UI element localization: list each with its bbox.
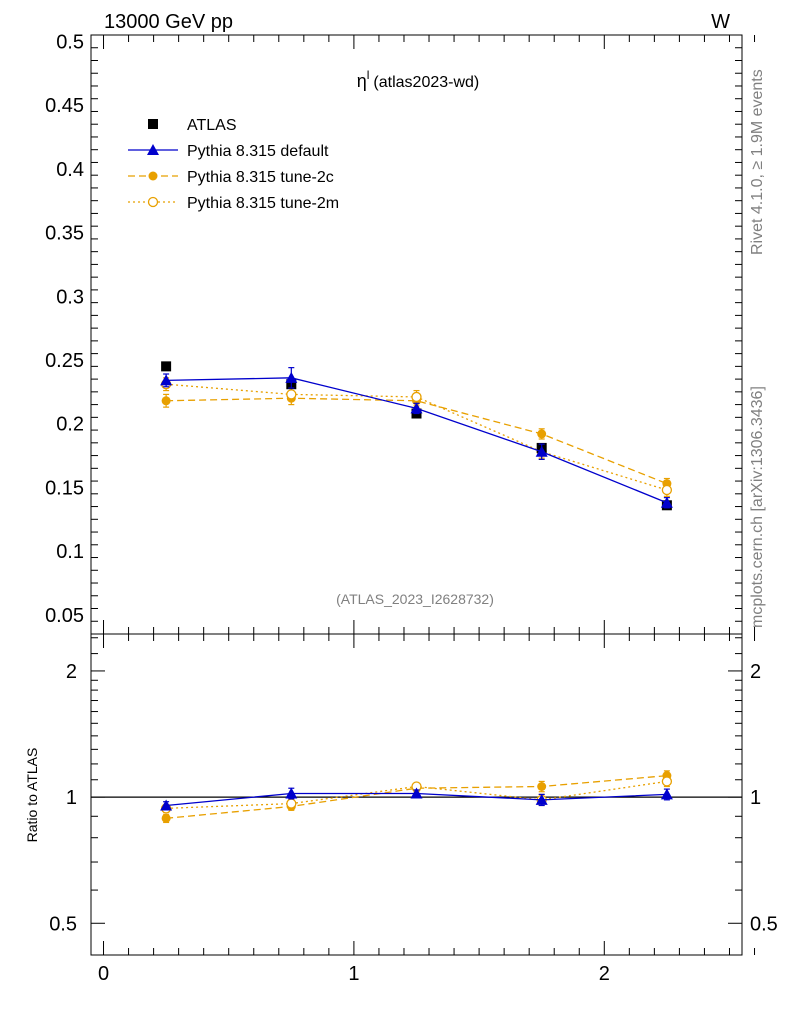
main-ticks [91,34,756,635]
main-series-tune2m [160,377,673,497]
ratio-y-tick-label: 2 [66,661,77,683]
legend-entry-default: Pythia 8.315 default [128,143,329,160]
main-series-data [161,361,672,511]
main-point-tune2m [411,391,422,403]
legend-label: Pythia 8.315 default [187,143,329,160]
y-tick-label: 0.35 [45,223,84,245]
source-label: mcplots.cern.ch [arXiv:1306.3436] [749,386,766,628]
title-rest: (atlas2023-wd) [373,74,479,91]
ratio-ylabel: Ratio to ATLAS [24,748,40,843]
y-tick-label: 0.4 [56,159,84,181]
legend: ATLAS Pythia 8.315 default Pythia 8.315 tu… [128,117,339,212]
ratio-y-tick-labels: 0.5 0.5 1 1 2 2 [49,661,778,935]
ratio-y-tick-label: 1 [66,787,77,809]
main-point-default [160,374,173,386]
y-tick-label: 0.25 [45,350,84,372]
main-series-default [160,367,673,509]
legend-label: ATLAS [187,117,237,134]
main-point-default [410,402,423,414]
ratio-point-tune2c [161,813,171,823]
rivet-label: Rivet 4.1.0, ≥ 1.9M events [749,69,766,255]
legend-marker [147,144,159,155]
legend-label: Pythia 8.315 tune-2m [187,195,339,212]
main-point-default [285,371,298,383]
ratio-point-default [660,788,673,800]
ratio-point-default [410,787,423,799]
main-point-tune2m [286,389,297,400]
y-tick-label: 0.05 [45,605,84,627]
main-line-tune2c [166,397,668,485]
ratio-y-tick-label-right: 0.5 [750,913,778,935]
main-panel: 0.05 0.1 0.15 0.2 0.25 0.3 0.35 0.4 0.45 0.5 ηl (a… [45,31,756,635]
title-superscript: l [367,68,370,82]
ratio-frame [90,633,743,956]
main-y-tick-labels: 0.05 0.1 0.15 0.2 0.25 0.3 0.35 0.4 0.45 0.5 [45,31,84,627]
legend-marker [148,171,158,181]
process-label: W [711,11,730,33]
legend-entry-tune2c: Pythia 8.315 tune-2c [128,169,334,186]
main-point-default [660,496,673,508]
main-point-tune2m [661,484,673,496]
main-point-default [535,445,548,457]
title-symbol: η [357,71,367,91]
legend-entry-tune2m: Pythia 8.315 tune-2m [128,195,339,212]
ratio-y-tick-label: 0.5 [49,913,77,935]
analysis-watermark: (ATLAS_2023_I2628732) [336,591,494,607]
y-tick-label: 0.3 [56,286,84,308]
y-tick-label: 0.2 [56,414,84,436]
main-series [160,361,673,511]
ratio-point-default [285,787,298,799]
ratio-y-tick-label-right: 1 [750,787,761,809]
legend-label: Pythia 8.315 tune-2c [187,169,334,186]
main-point-tune2c [537,429,547,439]
y-tick-label: 0.5 [56,31,84,53]
main-point-data [161,361,172,372]
legend-entry-data: ATLAS [148,117,237,134]
y-tick-label: 0.1 [56,541,84,563]
ratio-series [160,770,673,824]
x-tick-label: 2 [599,963,610,985]
energy-label: 13000 GeV pp [104,11,233,33]
ratio-point-tune2m [661,776,673,787]
ratio-point-tune2c [537,781,547,791]
ratio-y-tick-label-right: 2 [750,661,761,683]
ratio-x-tick-labels: 0 1 2 [98,963,610,985]
ratio-point-default [160,799,173,811]
ratio-point-default [535,793,548,805]
main-point-tune2c [161,396,171,406]
x-tick-label: 0 [98,963,109,985]
x-tick-label: 1 [348,963,359,985]
legend-marker [148,119,158,129]
ratio-point-tune2m [286,798,297,809]
y-tick-label: 0.45 [45,95,84,117]
ratio-panel: 0.5 0.5 1 1 2 2 0 1 2 Ratio to ATLAS [24,633,778,985]
panel-title: ηl (atlas2023-wd) [357,68,480,91]
y-tick-label: 0.15 [45,477,84,499]
ratio-series-default [160,787,673,811]
ratio-line-tune2c [166,775,667,819]
legend-marker [147,196,159,208]
